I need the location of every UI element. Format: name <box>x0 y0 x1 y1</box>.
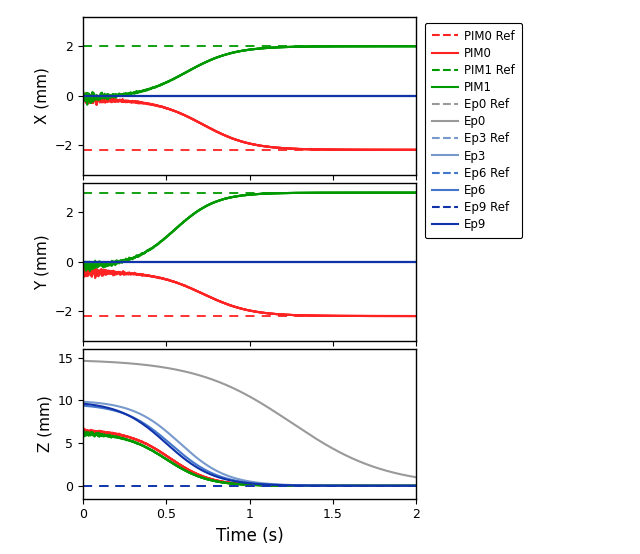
Y-axis label: X (mm): X (mm) <box>35 67 49 124</box>
Legend: PIM0 Ref, PIM0, PIM1 Ref, PIM1, Ep0 Ref, Ep0, Ep3 Ref, Ep3, Ep6 Ref, Ep6, Ep9 Re: PIM0 Ref, PIM0, PIM1 Ref, PIM1, Ep0 Ref,… <box>425 23 522 238</box>
Y-axis label: Y (mm): Y (mm) <box>35 234 49 290</box>
X-axis label: Time (s): Time (s) <box>216 527 284 545</box>
Y-axis label: Z (mm): Z (mm) <box>37 396 52 452</box>
